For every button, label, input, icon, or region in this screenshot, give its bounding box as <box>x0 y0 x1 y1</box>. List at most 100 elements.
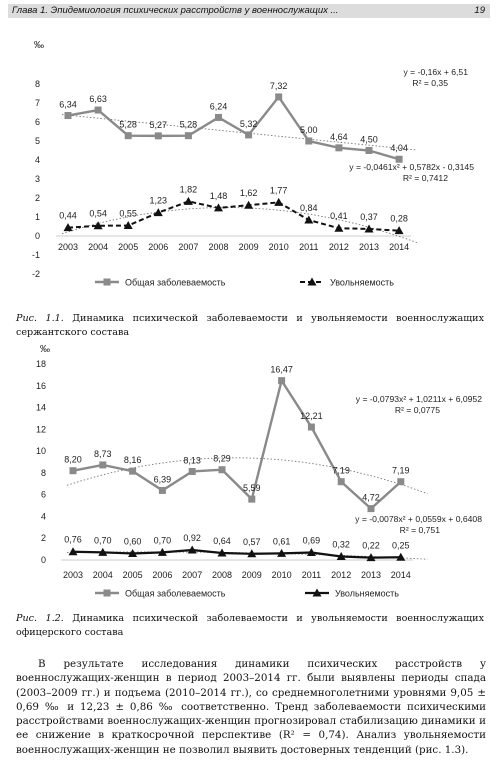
figure-1-text: Динамика психической заболеваемости и ув… <box>16 313 484 338</box>
discharge-data-label: 1,23 <box>150 196 168 206</box>
series-discharge-point <box>93 221 103 230</box>
y-tick-label: 2 <box>41 533 46 543</box>
morbidity-data-label: 8,16 <box>124 455 142 465</box>
series-discharge-point <box>98 547 108 556</box>
y-tick-label: 16 <box>36 381 46 391</box>
x-tick-label: 2004 <box>93 570 113 580</box>
series-morbidity-point <box>154 132 162 140</box>
x-tick-label: 2008 <box>212 570 232 580</box>
morbidity-data-label: 8,13 <box>183 455 201 465</box>
body-paragraph-text: В результате исследования динамики психи… <box>16 658 486 756</box>
trend-line-1 <box>66 457 428 495</box>
series-discharge-point <box>334 223 344 232</box>
morbidity-data-label: 5,59 <box>243 483 261 493</box>
discharge-data-label: 0,25 <box>392 540 410 550</box>
page-number: 19 <box>474 5 485 16</box>
series-discharge-point <box>247 549 257 558</box>
y-axis-unit: ‰ <box>34 40 44 51</box>
y-tick-label: 0 <box>35 231 40 241</box>
x-tick-label: 2005 <box>118 242 138 252</box>
morbidity-data-label: 8,29 <box>213 454 231 464</box>
morbidity-data-label: 4,64 <box>330 132 348 142</box>
discharge-data-label: 0,64 <box>213 536 231 546</box>
series-discharge-point <box>274 197 284 206</box>
discharge-data-label: 0,55 <box>119 209 137 219</box>
series-morbidity-point <box>307 423 315 431</box>
series-discharge-point <box>157 547 167 556</box>
series-discharge-point <box>187 545 197 554</box>
trend-equation: y = -0,0461x² + 0,5782x - 0,3145 <box>349 162 474 172</box>
discharge-data-label: 0,76 <box>64 535 82 545</box>
x-tick-label: 2011 <box>302 570 321 580</box>
x-tick-label: 2011 <box>299 242 318 252</box>
x-tick-label: 2014 <box>391 570 411 580</box>
series-morbidity-point <box>124 132 132 140</box>
trend-equation: y = -0,16x + 6,51 <box>404 67 469 77</box>
trend-equation: y = -0,0793x² + 1,0211x + 6,0952 <box>356 394 482 404</box>
x-tick-label: 2009 <box>242 570 262 580</box>
figure-2-caption: Рис. 1.2. Динамика психической заболевае… <box>16 612 484 640</box>
series-discharge-point <box>366 553 376 562</box>
discharge-data-label: 0,57 <box>243 537 261 547</box>
series-discharge-point <box>277 548 287 557</box>
y-tick-label: 18 <box>36 359 46 369</box>
y-axis-unit: ‰ <box>40 344 50 355</box>
series-morbidity-point <box>129 467 137 475</box>
x-tick-label: 2007 <box>178 242 198 252</box>
series-morbidity-point <box>188 467 196 475</box>
legend-discharge-swatch-marker <box>307 277 317 286</box>
series-morbidity-point <box>215 113 222 121</box>
series-morbidity-point <box>335 144 343 152</box>
series-morbidity-point <box>367 505 375 513</box>
morbidity-data-label: 8,73 <box>94 449 112 459</box>
series-discharge-point <box>217 548 227 557</box>
y-tick-label: 8 <box>35 79 40 89</box>
chart-figure-2: 0 2 4 6 8 10 12 14 16 18 ‰ 2003 2004 2005 2006 2007 2008… <box>36 344 482 599</box>
y-tick-label: 6 <box>35 117 40 127</box>
x-tick-label: 2004 <box>88 242 108 252</box>
x-tick-label: 2009 <box>239 242 259 252</box>
y-tick-label: 0 <box>41 555 46 565</box>
trend-r-squared: R² = 0,7412 <box>403 173 448 183</box>
x-tick-label: 2013 <box>359 242 379 252</box>
legend-morbidity-swatch-marker <box>103 278 111 286</box>
y-tick-label: -2 <box>32 269 40 279</box>
y-tick-label: 4 <box>41 511 46 521</box>
morbidity-data-label: 7,32 <box>270 81 288 91</box>
y-tick-label: 7 <box>35 98 40 108</box>
y-tick-label: 14 <box>36 403 46 413</box>
series-morbidity-line <box>67 94 400 161</box>
morbidity-data-label: 5,28 <box>180 120 198 130</box>
y-tick-label: 4 <box>35 155 40 165</box>
discharge-data-label: 0,70 <box>154 535 172 545</box>
trend-r-squared: R² = 0,35 <box>412 78 448 88</box>
series-discharge-point <box>396 552 406 561</box>
morbidity-data-label: 12,21 <box>300 411 323 421</box>
morbidity-data-label: 5,00 <box>300 125 318 135</box>
series-discharge-line <box>72 548 401 559</box>
series-morbidity-point <box>397 478 405 486</box>
y-tick-label: 12 <box>36 424 46 434</box>
series-discharge-point <box>128 548 138 557</box>
x-tick-label: 2010 <box>272 570 292 580</box>
trend-r-squared: R² = 0,751 <box>400 525 441 535</box>
discharge-data-label: 1,77 <box>270 185 288 195</box>
trend-line-2 <box>66 551 428 560</box>
series-morbidity-point <box>248 495 256 503</box>
body-paragraph: В результате исследования динамики психи… <box>16 657 486 757</box>
x-tick-label: 2014 <box>389 242 409 252</box>
series-morbidity-point <box>275 93 283 101</box>
series-discharge-point <box>214 203 223 212</box>
figure-1-label: Рис. 1.1. <box>16 313 64 324</box>
series-morbidity-point <box>94 106 102 114</box>
series-discharge-point <box>153 208 163 217</box>
legend-discharge-label: Увольняемость <box>330 278 394 288</box>
x-tick-label: 2006 <box>148 242 168 252</box>
x-tick-label: 2013 <box>361 570 381 580</box>
y-tick-label: 8 <box>41 468 46 478</box>
trend-equation: y = -0,0078x² + 0,0559x + 0,6408 <box>355 514 482 524</box>
series-discharge-point <box>183 196 193 205</box>
morbidity-data-label: 6,24 <box>210 101 228 111</box>
series-discharge-point <box>63 223 73 232</box>
series-morbidity-point <box>365 147 373 154</box>
